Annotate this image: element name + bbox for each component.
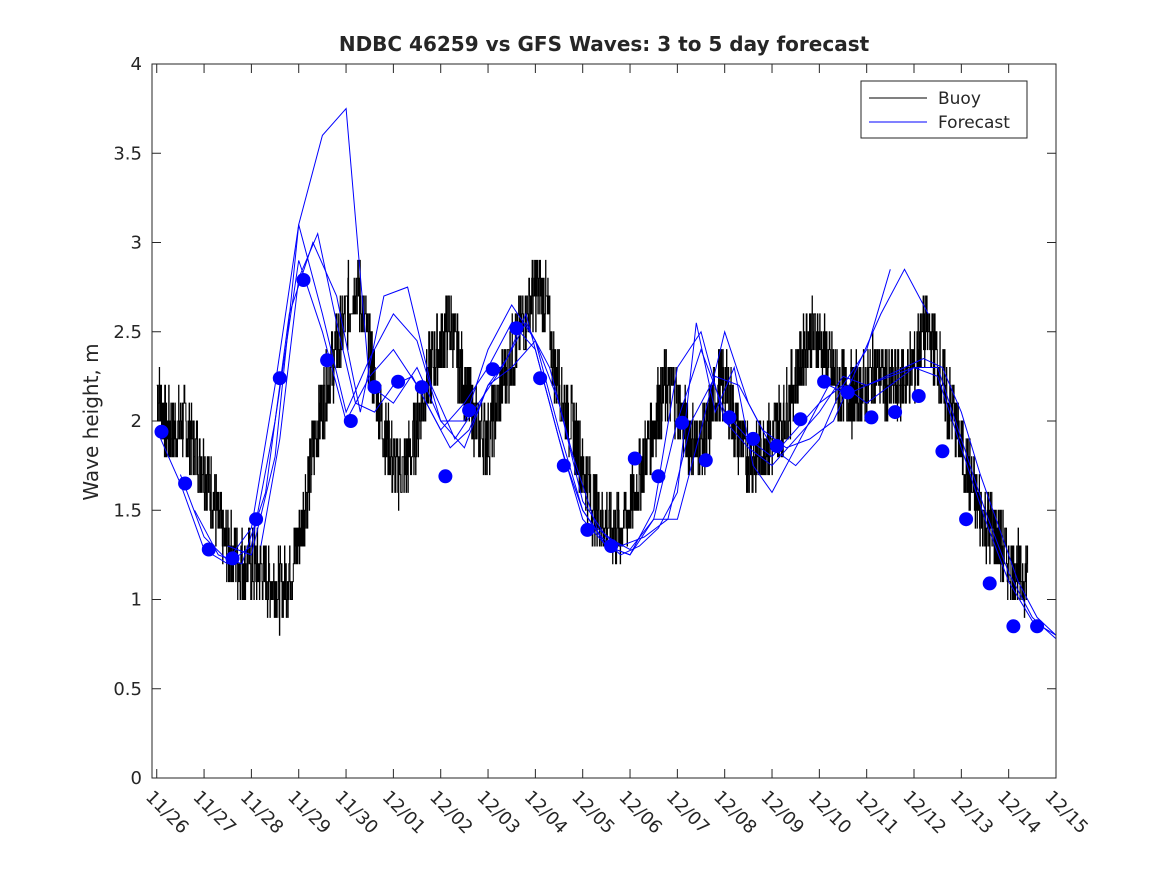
forecast-points [154, 273, 1045, 634]
forecast-point [320, 353, 335, 368]
forecast-point [840, 385, 855, 400]
forecast-point [462, 403, 477, 418]
forecast-point [509, 321, 524, 336]
forecast-point [627, 451, 642, 466]
forecast-point [746, 431, 761, 446]
forecast-point [391, 374, 406, 389]
legend-box [860, 80, 1028, 139]
plot-area [151, 63, 1057, 779]
y-tick-label: 1.5 [113, 500, 142, 521]
forecast-point [1030, 619, 1045, 634]
y-tick-label: 0.5 [113, 679, 142, 700]
forecast-point [485, 362, 500, 377]
forecast-point [438, 469, 453, 484]
forecast-point [272, 371, 287, 386]
legend: Buoy Forecast [860, 80, 1028, 139]
forecast-point [249, 512, 264, 527]
forecast-point [769, 439, 784, 453]
forecast-point [675, 415, 690, 430]
legend-buoy-label: Buoy [938, 89, 981, 109]
forecast-point [698, 453, 713, 468]
forecast-point [959, 512, 974, 527]
forecast-point [414, 380, 429, 395]
forecast-point [367, 380, 382, 395]
forecast-point [1006, 619, 1021, 634]
forecast-point [793, 412, 808, 427]
forecast-line-2 [179, 224, 1057, 636]
y-tick-label: 3 [131, 233, 142, 254]
forecast-point [982, 576, 997, 591]
forecast-point [888, 405, 903, 420]
forecast-point [604, 539, 619, 553]
forecast-point [817, 374, 832, 389]
y-tick-labels: 0 0.5 1 1.5 2 2.5 3 3.5 4 [113, 54, 142, 789]
y-tick-label: 2.5 [113, 322, 142, 343]
forecast-point [343, 414, 358, 428]
forecast-point [296, 273, 311, 287]
chart-title: NDBC 46259 vs GFS Waves: 3 to 5 day fore… [339, 32, 870, 56]
legend-forecast-label: Forecast [938, 113, 1010, 133]
plot-frame [151, 63, 1057, 779]
forecast-point [225, 551, 240, 566]
forecast-point [651, 469, 666, 484]
y-axis-label: Wave height, m [79, 343, 103, 500]
forecast-point [935, 444, 950, 459]
y-tick-label: 4 [131, 54, 142, 75]
forecast-point [178, 476, 193, 491]
y-tick-label: 2 [131, 411, 142, 432]
forecast-point [533, 371, 548, 386]
forecast-point [864, 410, 879, 425]
forecast-line-5 [194, 241, 929, 565]
forecast-point [722, 410, 737, 425]
forecast-point [154, 424, 169, 439]
y-tick-label: 0 [131, 768, 142, 789]
plot-background [152, 64, 1056, 778]
forecast-point [556, 458, 571, 473]
forecast-point [911, 389, 926, 403]
forecast-point [201, 542, 216, 557]
forecast-point [580, 522, 595, 537]
y-tick-label: 1 [131, 590, 142, 611]
y-tick-label: 3.5 [113, 143, 142, 164]
